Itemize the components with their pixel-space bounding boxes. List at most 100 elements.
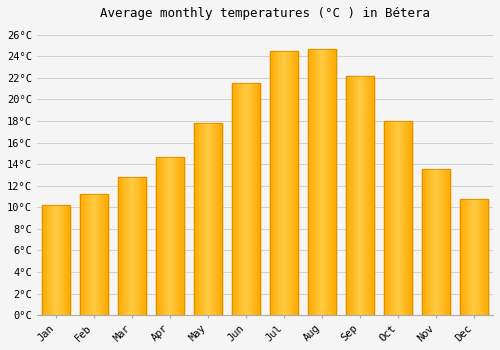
Bar: [210, 123, 211, 315]
Bar: [95, 194, 96, 315]
Bar: [138, 177, 140, 315]
Bar: [91, 194, 92, 315]
Bar: [390, 121, 391, 315]
Bar: [311, 49, 312, 315]
Bar: [282, 51, 283, 315]
Bar: [471, 198, 472, 315]
Bar: [422, 169, 423, 315]
Bar: [364, 76, 365, 315]
Bar: [353, 76, 354, 315]
Bar: [462, 198, 463, 315]
Bar: [294, 51, 295, 315]
Bar: [144, 177, 145, 315]
Bar: [346, 76, 347, 315]
Bar: [157, 156, 158, 315]
Bar: [392, 121, 393, 315]
Bar: [87, 194, 88, 315]
Bar: [328, 49, 329, 315]
Bar: [443, 169, 444, 315]
Bar: [125, 177, 126, 315]
Bar: [312, 49, 313, 315]
Bar: [347, 76, 348, 315]
Bar: [313, 49, 314, 315]
Bar: [370, 76, 371, 315]
Bar: [234, 83, 235, 315]
Bar: [484, 198, 485, 315]
Bar: [326, 49, 327, 315]
Bar: [280, 51, 281, 315]
Bar: [136, 177, 137, 315]
Bar: [54, 205, 55, 315]
Bar: [277, 51, 278, 315]
Bar: [317, 49, 318, 315]
Bar: [122, 177, 124, 315]
Bar: [480, 198, 481, 315]
Bar: [179, 156, 180, 315]
Bar: [240, 83, 241, 315]
Bar: [315, 49, 316, 315]
Bar: [256, 83, 257, 315]
Bar: [397, 121, 398, 315]
Bar: [82, 194, 83, 315]
Bar: [83, 194, 84, 315]
Bar: [407, 121, 408, 315]
Bar: [42, 205, 70, 315]
Bar: [283, 51, 284, 315]
Bar: [118, 177, 120, 315]
Bar: [68, 205, 69, 315]
Bar: [348, 76, 349, 315]
Bar: [385, 121, 386, 315]
Bar: [270, 51, 271, 315]
Bar: [121, 177, 122, 315]
Bar: [487, 198, 488, 315]
Bar: [409, 121, 410, 315]
Bar: [321, 49, 322, 315]
Bar: [432, 169, 433, 315]
Bar: [107, 194, 108, 315]
Bar: [48, 205, 49, 315]
Bar: [50, 205, 51, 315]
Bar: [270, 51, 298, 315]
Bar: [80, 194, 82, 315]
Bar: [470, 198, 471, 315]
Bar: [355, 76, 356, 315]
Title: Average monthly temperatures (°C ) in Bétera: Average monthly temperatures (°C ) in Bé…: [100, 7, 430, 20]
Bar: [291, 51, 292, 315]
Bar: [59, 205, 60, 315]
Bar: [216, 123, 217, 315]
Bar: [248, 83, 249, 315]
Bar: [297, 51, 298, 315]
Bar: [460, 198, 488, 315]
Bar: [252, 83, 253, 315]
Bar: [104, 194, 105, 315]
Bar: [308, 49, 336, 315]
Bar: [431, 169, 432, 315]
Bar: [207, 123, 208, 315]
Bar: [366, 76, 367, 315]
Bar: [362, 76, 363, 315]
Bar: [352, 76, 353, 315]
Bar: [290, 51, 291, 315]
Bar: [103, 194, 104, 315]
Bar: [386, 121, 387, 315]
Bar: [254, 83, 255, 315]
Bar: [168, 156, 170, 315]
Bar: [399, 121, 400, 315]
Bar: [235, 83, 236, 315]
Bar: [485, 198, 486, 315]
Bar: [351, 76, 352, 315]
Bar: [478, 198, 479, 315]
Bar: [232, 83, 260, 315]
Bar: [88, 194, 90, 315]
Bar: [195, 123, 196, 315]
Bar: [246, 83, 247, 315]
Bar: [67, 205, 68, 315]
Bar: [463, 198, 464, 315]
Bar: [398, 121, 399, 315]
Bar: [425, 169, 426, 315]
Bar: [66, 205, 67, 315]
Bar: [410, 121, 411, 315]
Bar: [435, 169, 436, 315]
Bar: [357, 76, 358, 315]
Bar: [55, 205, 56, 315]
